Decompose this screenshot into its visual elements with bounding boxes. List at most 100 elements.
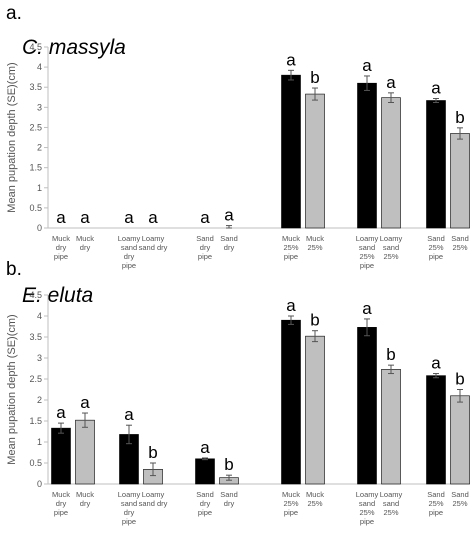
x-category-label: Loamy [118,490,141,499]
x-category-label: 25% [452,499,467,508]
x-category-label: Muck [306,234,324,243]
y-tick-label: 2.5 [29,374,42,384]
y-tick-label: 0.5 [29,203,42,213]
x-category-label: dry [56,499,67,508]
significance-letter: b [455,108,464,127]
y-tick-label: 1 [37,437,42,447]
x-category-label: 25% [359,508,374,517]
x-category-label: Sand [427,234,445,243]
x-category-label: sand dry [139,243,168,252]
x-category-label: sand dry [139,499,168,508]
panel-label: b. [6,259,22,280]
panel-label: a. [6,3,22,24]
x-category-label: Muck [282,234,300,243]
x-category-label: Muck [306,490,324,499]
significance-letter: a [362,56,372,75]
bar [381,97,401,229]
x-category-label: 25% [428,499,443,508]
y-tick-label: 0 [37,223,42,233]
x-category-label: 25% [307,243,322,252]
x-category-label: Sand [196,490,214,499]
x-category-label: pipe [54,508,68,517]
x-category-label: Muck [52,490,70,499]
x-category-label: dry [200,243,211,252]
significance-letter: a [431,78,441,97]
x-category-label: pipe [429,508,443,517]
bar [450,133,470,229]
significance-letter: a [224,206,234,225]
significance-letter: a [286,296,296,315]
significance-letter: a [362,299,372,318]
x-category-label: 25% [359,252,374,261]
significance-letter: b [224,455,233,474]
x-category-label: Muck [76,234,94,243]
x-category-label: dry [200,499,211,508]
significance-letter: a [286,50,296,69]
bar [450,395,470,485]
significance-letter: a [386,73,396,92]
y-tick-label: 2 [37,395,42,405]
significance-letter: a [124,405,134,424]
y-tick-label: 3.5 [29,332,42,342]
y-tick-label: 3 [37,353,42,363]
x-category-label: pipe [122,261,136,270]
significance-letter: b [148,443,157,462]
y-tick-label: 0.5 [29,458,42,468]
bar [357,327,377,485]
y-tick-label: 2 [37,143,42,153]
bar [305,93,325,229]
chart-title: E. eluta [22,284,93,307]
x-category-label: Muck [52,234,70,243]
x-category-label: dry [80,499,91,508]
significance-letter: b [386,345,395,364]
x-category-label: Loamy [356,234,379,243]
x-category-label: Muck [282,490,300,499]
significance-letter: b [455,370,464,389]
bar [281,319,301,485]
x-category-label: Sand [196,234,214,243]
x-category-label: Sand [451,490,469,499]
x-category-label: dry [224,499,235,508]
x-category-label: Sand [427,490,445,499]
significance-letter: a [431,354,441,373]
x-category-label: 25% [283,499,298,508]
y-tick-label: 3.5 [29,82,42,92]
y-tick-label: 4.5 [29,42,42,52]
bar [357,82,377,229]
x-category-label: Loamy [142,234,165,243]
significance-letter: a [56,403,66,422]
x-category-label: 25% [452,243,467,252]
x-category-label: dry [124,252,135,261]
x-category-label: pipe [122,517,136,526]
x-category-label: Muck [76,490,94,499]
x-category-label: Loamy [380,234,403,243]
x-category-label: Loamy [142,490,165,499]
y-tick-label: 1.5 [29,163,42,173]
x-category-label: sand [359,499,375,508]
x-category-label: Sand [220,234,238,243]
y-axis-label: Mean pupation depth (SE)(cm) [6,314,18,464]
significance-letter: a [148,208,158,227]
significance-letter: b [310,68,319,87]
y-tick-label: 1 [37,183,42,193]
x-category-label: dry [224,243,235,252]
x-category-label: pipe [198,508,212,517]
x-category-label: dry [80,243,91,252]
y-tick-label: 0 [37,479,42,489]
x-category-label: sand [383,499,399,508]
x-category-label: sand [359,243,375,252]
bar [381,369,401,485]
x-category-label: dry [56,243,67,252]
x-category-label: pipe [429,252,443,261]
x-category-label: Loamy [118,234,141,243]
x-category-label: pipe [360,261,374,270]
bar [426,100,446,229]
x-category-label: sand [121,499,137,508]
y-tick-label: 2.5 [29,122,42,132]
x-category-label: 25% [383,508,398,517]
significance-letter: a [56,208,66,227]
bar [51,427,71,485]
x-category-label: Loamy [380,490,403,499]
x-category-label: Sand [220,490,238,499]
